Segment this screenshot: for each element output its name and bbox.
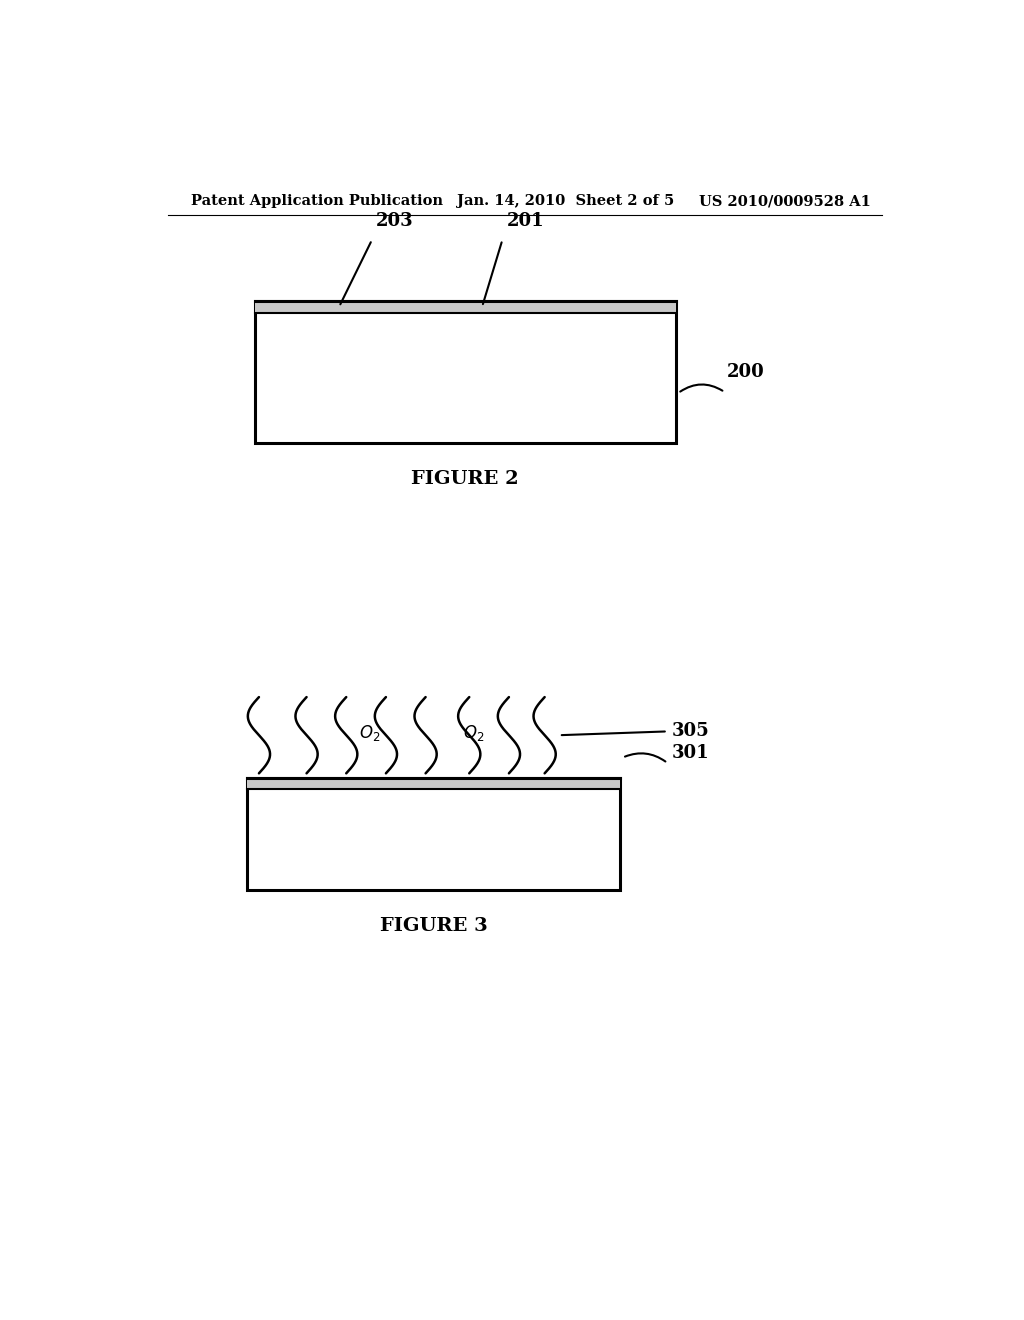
Text: $O_2$: $O_2$ <box>463 722 484 743</box>
Bar <box>247 779 620 890</box>
Text: FIGURE 3: FIGURE 3 <box>380 917 487 935</box>
Text: $O_2$: $O_2$ <box>359 722 381 743</box>
Text: Jan. 14, 2010  Sheet 2 of 5: Jan. 14, 2010 Sheet 2 of 5 <box>458 194 675 209</box>
Text: Patent Application Publication: Patent Application Publication <box>191 194 443 209</box>
Bar <box>255 301 676 444</box>
Bar <box>247 779 620 788</box>
Text: 301: 301 <box>672 744 710 762</box>
Text: FIGURE 2: FIGURE 2 <box>412 470 519 487</box>
Bar <box>255 301 676 313</box>
Text: 305: 305 <box>672 722 710 741</box>
Text: 203: 203 <box>376 213 414 231</box>
Text: 201: 201 <box>507 213 544 231</box>
Text: 200: 200 <box>727 363 765 381</box>
Text: US 2010/0009528 A1: US 2010/0009528 A1 <box>699 194 871 209</box>
